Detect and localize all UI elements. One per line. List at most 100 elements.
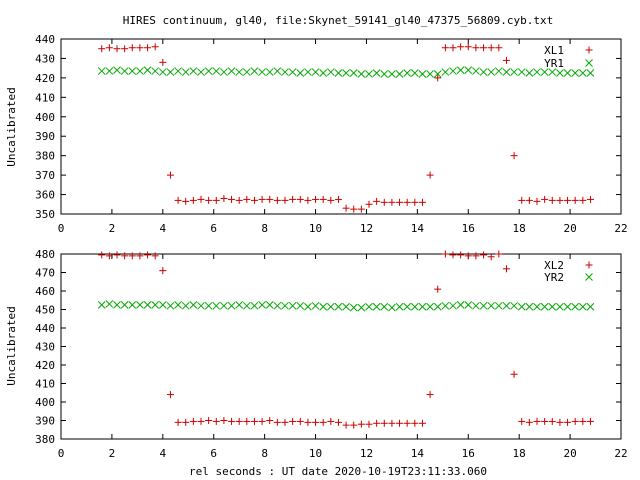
data-point-xl2	[212, 417, 220, 425]
x-axis-label: rel seconds : UT date 2020-10-19T23:11:3…	[189, 465, 487, 478]
data-point-yr1	[151, 67, 160, 75]
y-tick-label: 420	[35, 72, 55, 85]
data-point-xl2	[174, 418, 182, 426]
data-point-yr2	[388, 303, 396, 312]
data-point-yr2	[281, 301, 289, 310]
data-point-yr1	[357, 70, 366, 78]
data-point-xl2	[533, 417, 541, 425]
data-point-xl1	[510, 152, 518, 160]
data-point-yr1	[456, 66, 465, 74]
data-point-yr1	[174, 67, 182, 75]
data-point-xl1	[189, 196, 197, 204]
data-point-xl2	[564, 418, 572, 426]
data-point-yr2	[143, 301, 152, 309]
data-point-xl2	[510, 370, 518, 378]
data-point-yr1	[235, 68, 244, 76]
data-point-xl1	[365, 200, 373, 208]
data-point-xl2	[365, 420, 373, 428]
legend-marker-yr1	[585, 59, 593, 67]
data-point-yr1	[197, 68, 205, 76]
data-point-yr1	[494, 67, 503, 75]
data-point-xl2	[113, 251, 121, 259]
data-point-xl1	[136, 44, 144, 52]
data-point-yr1	[571, 69, 580, 77]
data-point-xl1	[380, 198, 388, 206]
data-point-yr1	[227, 67, 236, 75]
data-point-yr1	[502, 68, 511, 76]
x-tick-label: 0	[58, 222, 65, 235]
data-point-yr1	[120, 67, 129, 75]
y-tick-label: 400	[35, 396, 55, 409]
y-tick-label: 350	[35, 208, 55, 221]
data-point-xl2	[579, 417, 587, 425]
data-point-yr1	[578, 69, 587, 77]
data-point-xl2	[250, 417, 258, 425]
data-point-xl1	[495, 44, 503, 52]
data-point-yr2	[395, 302, 404, 311]
data-point-yr1	[281, 68, 289, 76]
x-tick-label: 20	[563, 447, 576, 460]
data-point-xl1	[480, 44, 488, 52]
data-point-yr2	[326, 302, 335, 311]
data-point-xl2	[235, 417, 243, 425]
data-point-xl1	[411, 198, 419, 206]
data-point-xl1	[541, 195, 549, 203]
data-point-xl2	[480, 251, 488, 259]
data-point-xl1	[144, 44, 152, 52]
data-point-xl2	[166, 391, 174, 399]
legend-marker-xl1	[585, 46, 593, 54]
y-tick-label: 440	[35, 322, 55, 335]
data-point-xl2	[296, 417, 304, 425]
data-point-xl1	[212, 196, 220, 204]
data-point-yr1	[433, 70, 442, 78]
legend-label-xl1: XL1	[544, 44, 564, 57]
x-tick-label: 6	[210, 222, 217, 235]
data-point-xl2	[441, 250, 449, 258]
data-point-xl1	[235, 196, 243, 204]
data-point-yr2	[342, 302, 350, 311]
data-point-xl1	[266, 195, 274, 203]
data-point-yr2	[510, 301, 518, 310]
data-point-xl1	[502, 56, 510, 64]
data-point-yr2	[380, 302, 389, 311]
data-point-xl2	[571, 417, 579, 425]
data-point-xl1	[464, 43, 472, 51]
y-tick-label: 380	[35, 433, 55, 446]
data-point-yr2	[158, 301, 167, 309]
data-point-yr2	[105, 300, 114, 308]
upper-panel: Uncalibrated 0 2 4 6 8 10 12 14 16 18 20 22 350 360 37…	[5, 33, 628, 235]
y-tick-label: 410	[35, 91, 55, 104]
data-point-xl1	[418, 198, 426, 206]
y-tick-label: 390	[35, 415, 55, 428]
legend-label-yr1: YR1	[544, 57, 564, 70]
data-point-yr2	[517, 302, 526, 311]
data-point-xl2	[541, 417, 549, 425]
data-point-xl2	[205, 417, 213, 424]
data-point-yr1	[441, 68, 450, 76]
data-point-xl2	[258, 417, 266, 425]
data-point-xl2	[487, 253, 495, 261]
data-point-xl1	[487, 44, 495, 52]
data-point-yr2	[189, 301, 198, 309]
data-point-yr2	[212, 301, 221, 310]
x-tick-label: 2	[109, 447, 116, 460]
x-tick-label: 4	[160, 222, 167, 235]
y-tick-label: 430	[35, 52, 55, 65]
data-point-yr2	[174, 301, 182, 309]
data-point-xl2	[449, 251, 457, 259]
data-point-yr2	[220, 301, 228, 310]
data-point-xl2	[273, 418, 281, 426]
data-point-xl1	[304, 196, 312, 204]
data-point-yr1	[487, 68, 496, 76]
data-point-xl2	[266, 417, 274, 424]
data-point-yr2	[181, 301, 190, 310]
data-point-yr1	[204, 67, 213, 75]
x-tick-label: 4	[160, 447, 167, 460]
data-point-yr1	[563, 69, 572, 77]
data-point-yr2	[113, 301, 121, 309]
data-point-yr1	[418, 70, 427, 78]
data-point-xl2	[373, 419, 381, 427]
data-point-xl1	[342, 204, 350, 212]
data-point-xl2	[105, 252, 113, 260]
